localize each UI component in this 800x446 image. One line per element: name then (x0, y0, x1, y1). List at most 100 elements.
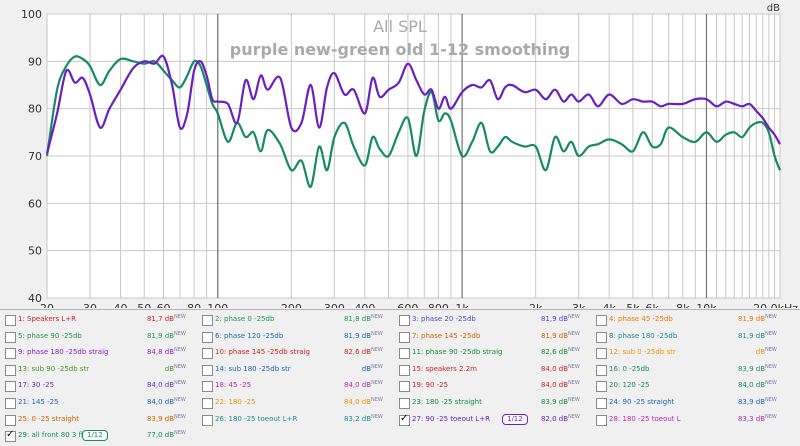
legend-label: 11: phase 90 -25db straig (412, 348, 503, 357)
x-tick-label: 300 (324, 302, 345, 308)
spl-chart[interactable]: 100 90 80 70 60 50 40 20 30 40 50 60 80 100 200 300 400… (0, 0, 800, 308)
legend-checkbox[interactable] (596, 364, 607, 376)
legend-checkbox[interactable] (202, 315, 213, 326)
legend-checkbox[interactable] (596, 331, 607, 343)
smoothing-badge[interactable]: 1/12 (82, 430, 108, 442)
legend-new-badge: NEW (371, 363, 383, 370)
legend-checkbox[interactable] (5, 398, 16, 409)
legend-new-badge: NEW (568, 347, 580, 354)
legend-value: 83,9 dB (146, 414, 174, 423)
legend-new-badge: NEW (568, 397, 580, 403)
legend-item[interactable]: 28: 180 -25 toeout L 83,3 dB NEW (591, 412, 787, 429)
legend-label: 13: sub 90 -25db str (18, 364, 90, 373)
legend-value: 77,0 dB (146, 431, 174, 440)
x-tick-label: 60 (157, 302, 171, 308)
legend-item[interactable]: 2: phase 0 -25db 81,8 dB NEW (197, 312, 393, 329)
legend-item[interactable]: 24: 90 -25 straight 83,9 dB NEW (591, 395, 787, 412)
legend-checkbox[interactable] (202, 364, 213, 376)
legend-checkbox[interactable] (596, 398, 607, 409)
legend-new-badge: NEW (371, 413, 383, 420)
legend-item[interactable]: 26: 180 -25 toeout L+R 83,2 dB NEW (197, 412, 393, 429)
legend-checkbox[interactable] (399, 381, 410, 393)
legend-checkbox[interactable] (399, 315, 410, 326)
legend-item[interactable]: 18: 45 -25 84,0 dB NEW (197, 378, 393, 395)
legend-checkbox[interactable] (596, 315, 607, 326)
legend-item[interactable]: 1: Speakers L+R 81,7 dB NEW (0, 312, 196, 329)
legend-new-badge: NEW (765, 330, 777, 337)
legend-checkbox[interactable] (596, 381, 607, 393)
legend-item[interactable]: 14: sub 180 -25db str dB NEW (197, 362, 393, 379)
x-tick-label: 600 (397, 302, 418, 308)
legend-item[interactable]: 17: 30 -25 84,0 dB NEW (0, 378, 196, 395)
legend-checkbox[interactable] (202, 348, 213, 360)
legend-new-badge: NEW (371, 314, 383, 320)
legend-checkbox[interactable] (399, 364, 410, 376)
legend-checkbox[interactable] (596, 414, 607, 426)
legend-checkbox[interactable] (5, 315, 16, 326)
legend-checkbox[interactable] (5, 429, 16, 443)
chart-title: All SPL (373, 17, 427, 36)
legend-item[interactable]: 25: 0 -25 straight 83,9 dB NEW (0, 412, 196, 429)
legend-checkbox[interactable] (399, 348, 410, 360)
legend-label: 23: 180 -25 straight (412, 398, 482, 406)
legend-item[interactable]: 5: phase 90 -25db 81,9 dB NEW (0, 329, 196, 346)
legend-new-badge: NEW (371, 397, 383, 403)
x-tick-label: 1k (455, 302, 469, 308)
legend-item[interactable]: 22: 180 -25 84,0 dB NEW (197, 395, 393, 412)
legend-checkbox[interactable] (5, 381, 16, 393)
legend-label: 15: speakers 2.2m (412, 364, 477, 373)
legend-new-badge: NEW (371, 330, 383, 337)
legend-checkbox[interactable] (202, 414, 213, 426)
y-tick-label: 50 (28, 245, 42, 258)
legend-item[interactable]: 23: 180 -25 straight 83,9 dB NEW (394, 395, 590, 412)
x-tick-label: 6k (646, 302, 660, 308)
legend-item[interactable]: 6: phase 120 -25db 81,9 dB NEW (197, 329, 393, 346)
legend-value: 82,0 dB (540, 414, 568, 423)
legend-item[interactable]: 12: sub 0 -25db str dB NEW (591, 345, 787, 362)
legend-item[interactable]: 13: sub 90 -25db str dB NEW (0, 362, 196, 379)
legend-item[interactable]: 3: phase 20 -25db 81,9 dB NEW (394, 312, 590, 329)
legend-item[interactable]: 21: 145 -25 84,0 dB NEW (0, 395, 196, 412)
legend-item[interactable]: 4: phase 45 -25db 81,9 dB NEW (591, 312, 787, 329)
legend-new-badge: NEW (765, 380, 777, 387)
legend-item[interactable]: 20: 120 -25 84,0 dB NEW (591, 378, 787, 395)
legend-value: 84,0 dB (540, 381, 568, 390)
legend-item[interactable]: 9: phase 180 -25db straig 84,8 dB NEW (0, 345, 196, 362)
legend-row: 9: phase 180 -25db straig 84,8 dB NEW 10: p… (0, 345, 800, 362)
legend-new-badge: NEW (174, 397, 186, 403)
legend-label: 4: phase 45 -25db (609, 315, 673, 323)
grid-lines (46, 13, 781, 299)
legend-checkbox[interactable] (5, 331, 16, 343)
legend-label: 29: all front 80 3 fil (18, 431, 85, 440)
legend-new-badge: NEW (174, 330, 186, 337)
legend-new-badge: NEW (568, 363, 580, 370)
legend-item[interactable]: 11: phase 90 -25db straig 82,6 dB NEW (394, 345, 590, 362)
legend-checkbox[interactable] (399, 398, 410, 409)
legend-new-badge: NEW (765, 397, 777, 403)
legend-item[interactable]: 16: 0 -25db 83,9 dB NEW (591, 362, 787, 379)
legend-item[interactable]: 15: speakers 2.2m 84,0 dB NEW (394, 362, 590, 379)
legend-new-badge: NEW (174, 347, 186, 354)
legend-checkbox[interactable] (202, 381, 213, 393)
legend-row: 17: 30 -25 84,0 dB NEW 18: 45 -25 84,0 dB NEW… (0, 378, 800, 395)
legend-item[interactable]: 8: phase 180 -25db 81,9 dB NEW (591, 329, 787, 346)
legend-new-badge: NEW (765, 413, 777, 420)
legend-label: 6: phase 120 -25db (215, 331, 284, 340)
legend-checkbox[interactable] (596, 348, 607, 360)
legend-checkbox[interactable] (5, 348, 16, 360)
smoothing-badge[interactable]: 1/12 (502, 413, 528, 425)
legend-checkbox[interactable] (202, 331, 213, 343)
legend-item[interactable]: 19: 90 -25 84,0 dB NEW (394, 378, 590, 395)
legend-checkbox[interactable] (5, 414, 16, 426)
legend-checkbox[interactable] (202, 398, 213, 409)
legend-item[interactable]: 7: phase 145 -25db 81,9 dB NEW (394, 329, 590, 346)
legend-label: 17: 30 -25 (18, 381, 55, 390)
legend-checkbox[interactable] (5, 364, 16, 376)
legend-checkbox[interactable] (399, 331, 410, 343)
legend-label: 16: 0 -25db (609, 364, 650, 373)
legend-checkbox[interactable] (399, 413, 410, 426)
legend-item[interactable]: 10: phase 145 -25db straig 82,6 dB NEW (197, 345, 393, 362)
x-tick-label: 50 (137, 302, 151, 308)
